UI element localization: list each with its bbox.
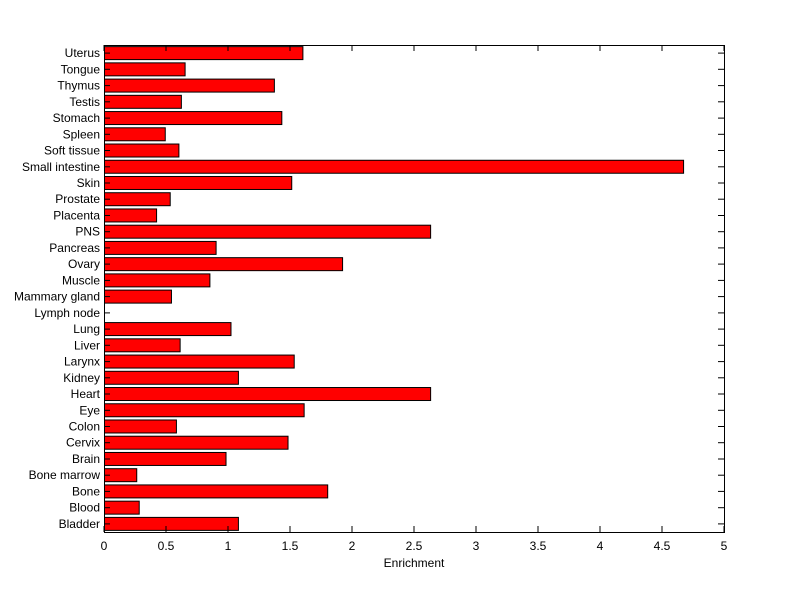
x-tick-label: 3.5: [530, 539, 547, 553]
y-tick-label: Spleen: [63, 127, 100, 141]
x-tick-label: 0.5: [158, 539, 175, 553]
y-tick-label: PNS: [75, 225, 100, 239]
y-tick-label: Bone: [72, 484, 100, 498]
bar-bladder: [104, 516, 239, 531]
bar-larynx: [104, 354, 295, 369]
y-tick-label: Stomach: [53, 111, 100, 125]
bar-pns: [104, 224, 432, 239]
bar-uterus: [104, 46, 304, 61]
bar-soft-tissue: [104, 143, 180, 158]
y-tick-label: Thymus: [57, 79, 100, 93]
y-tick-label: Blood: [69, 501, 100, 515]
bar-eye: [104, 403, 305, 418]
y-tick-label: Mammary gland: [14, 290, 100, 304]
y-tick-label: Prostate: [55, 192, 100, 206]
bar-small-intestine: [104, 159, 685, 174]
labels-layer: Uterus Tongue Thymus Testis Stomach Spleen Sof…: [14, 46, 728, 553]
y-tick-label: Small intestine: [22, 160, 100, 174]
x-tick-label: 1: [225, 539, 232, 553]
x-tick-label: 2: [349, 539, 356, 553]
bar-kidney: [104, 370, 239, 385]
y-tick-label: Bone marrow: [29, 468, 101, 482]
plot-area: [104, 45, 724, 532]
plot-frame: [104, 45, 725, 533]
y-tick-label: Skin: [77, 176, 100, 190]
x-tick-label: 3: [473, 539, 480, 553]
bar-tongue: [104, 62, 186, 77]
y-tick-label: Placenta: [53, 209, 100, 223]
bar-mammary-gland: [104, 289, 172, 304]
bar-heart: [104, 387, 432, 402]
x-tick-label: 4.5: [654, 539, 671, 553]
x-tick-label: 5: [721, 539, 728, 553]
y-tick-label: Eye: [79, 403, 100, 417]
y-tick-label: Uterus: [65, 46, 100, 60]
x-tick-label: 1.5: [282, 539, 299, 553]
bar-stomach: [104, 111, 283, 126]
y-tick-label: Lymph node: [34, 306, 100, 320]
x-tick-label: 0: [101, 539, 108, 553]
bar-testis: [104, 94, 182, 109]
y-tick-label: Testis: [69, 95, 100, 109]
bar-colon: [104, 419, 177, 434]
x-axis-label: Enrichment: [384, 556, 445, 570]
y-tick-label: Lung: [73, 322, 100, 336]
y-tick-label: Muscle: [62, 273, 100, 287]
y-tick-label: Soft tissue: [44, 144, 100, 158]
bar-liver: [104, 338, 181, 353]
y-tick-label: Brain: [72, 452, 100, 466]
x-tick-label: 4: [597, 539, 604, 553]
bar-pancreas: [104, 240, 217, 255]
x-tick-label: 2.5: [406, 539, 423, 553]
y-tick-label: Larynx: [64, 355, 100, 369]
bar-thymus: [104, 78, 275, 93]
bar-bone: [104, 484, 329, 499]
y-tick-label: Bladder: [59, 517, 100, 531]
bar-brain: [104, 451, 227, 466]
bar-placenta: [104, 208, 158, 223]
y-tick-label: Pancreas: [49, 241, 100, 255]
bar-ovary: [104, 257, 344, 272]
bar-lung: [104, 322, 232, 337]
bar-cervix: [104, 435, 289, 450]
bar-muscle: [104, 273, 211, 288]
y-tick-label: Kidney: [63, 371, 100, 385]
y-tick-label: Ovary: [68, 257, 100, 271]
bar-prostate: [104, 192, 171, 207]
y-tick-label: Tongue: [61, 62, 101, 76]
y-tick-label: Cervix: [66, 436, 100, 450]
y-tick-label: Colon: [69, 420, 100, 434]
bar-skin: [104, 175, 293, 190]
y-tick-label: Liver: [74, 338, 100, 352]
bar-spleen: [104, 127, 166, 142]
y-tick-label: Heart: [71, 387, 101, 401]
